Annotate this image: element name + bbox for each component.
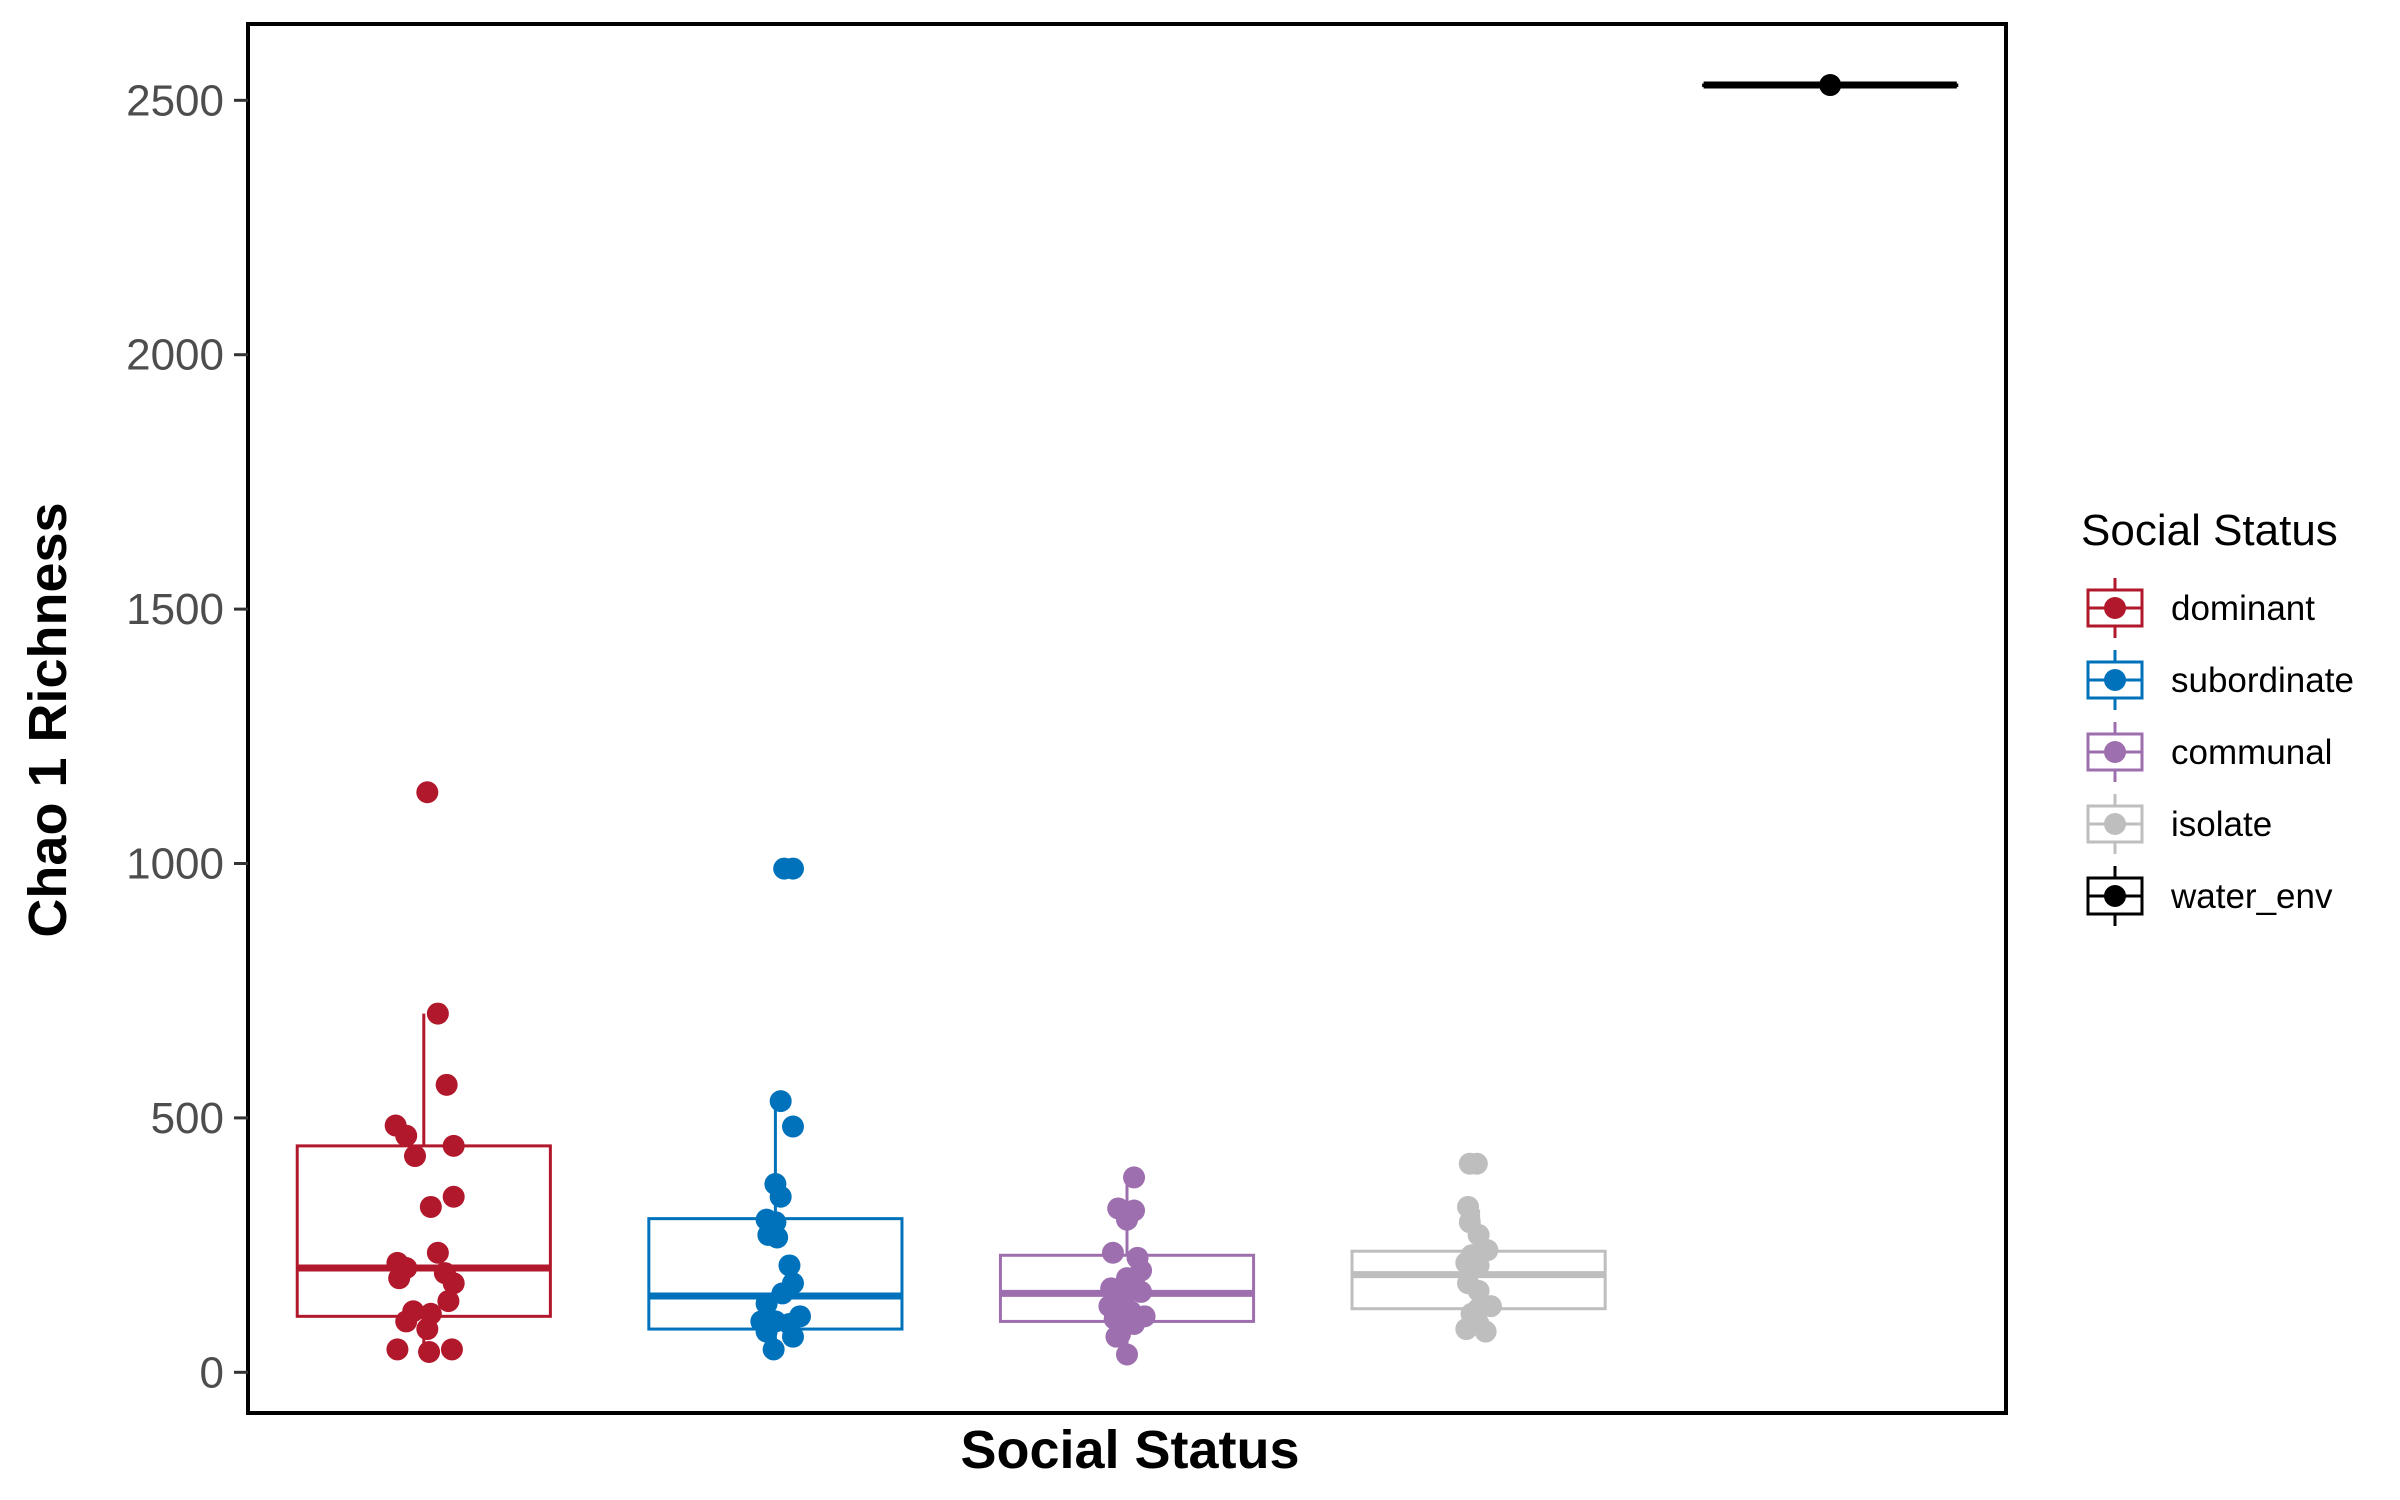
legend-key-dominant <box>2086 578 2144 638</box>
legend-title: Social Status <box>2081 506 2338 555</box>
legend-key-isolate <box>2086 794 2144 854</box>
data-point <box>440 1338 463 1361</box>
data-point <box>1455 1318 1478 1341</box>
legend-point <box>2104 813 2126 835</box>
legend-label-subordinate: subordinate <box>2171 661 2354 700</box>
points-subordinate <box>750 857 812 1361</box>
data-point <box>762 1338 785 1361</box>
y-tick-label: 1000 <box>126 840 224 889</box>
points-dominant <box>384 781 465 1363</box>
data-point <box>778 1254 801 1277</box>
legend-label-water_env: water_env <box>2170 877 2333 916</box>
data-point <box>1819 74 1842 97</box>
legend-key-communal <box>2086 722 2144 782</box>
data-point <box>781 1115 804 1138</box>
y-axis-title: Chao 1 Richness <box>18 502 78 937</box>
data-point <box>437 1290 460 1313</box>
box-dominant <box>295 1013 552 1352</box>
data-point <box>416 781 439 804</box>
data-point <box>386 1338 409 1361</box>
legend-point <box>2104 669 2126 691</box>
legend-key-water_env <box>2086 866 2144 926</box>
data-point <box>426 1002 449 1025</box>
data-point <box>1101 1241 1124 1264</box>
y-tick-label: 0 <box>200 1348 224 1397</box>
data-point <box>1474 1320 1497 1343</box>
data-point <box>418 1340 441 1363</box>
legend-key-subordinate <box>2086 650 2144 710</box>
y-tick-label: 2500 <box>126 76 224 125</box>
y-tick-label: 2000 <box>126 331 224 380</box>
data-point <box>442 1272 465 1295</box>
points-communal <box>1098 1166 1156 1366</box>
data-point <box>395 1310 418 1333</box>
data-point <box>416 1318 439 1341</box>
data-point <box>442 1134 465 1157</box>
data-point <box>755 1320 778 1343</box>
legend-label-dominant: dominant <box>2171 589 2315 628</box>
data-point <box>771 1282 794 1305</box>
data-point <box>426 1241 449 1264</box>
data-point <box>1116 1343 1138 1366</box>
legend-label-communal: communal <box>2171 733 2332 772</box>
y-axis: 0 500 1000 1500 2000 2500 <box>126 76 248 1397</box>
data-point <box>1467 1254 1490 1277</box>
data-point <box>755 1292 778 1315</box>
legend: Social Status dominant subordinate communa… <box>2081 506 2354 926</box>
data-point <box>404 1145 427 1168</box>
data-point <box>1465 1152 1488 1175</box>
data-point <box>435 1073 458 1096</box>
data-point <box>395 1124 418 1147</box>
legend-point <box>2104 741 2126 763</box>
data-point <box>388 1267 411 1290</box>
data-point <box>419 1195 442 1218</box>
box-body <box>295 1144 552 1318</box>
points-water_env <box>1819 74 1842 97</box>
data-point <box>1105 1325 1128 1348</box>
points-isolate <box>1455 1152 1502 1343</box>
legend-point <box>2104 885 2126 907</box>
data-point <box>769 1090 792 1113</box>
y-tick-label: 1500 <box>126 585 224 634</box>
data-point <box>1116 1208 1138 1231</box>
legend-label-isolate: isolate <box>2171 805 2272 844</box>
data-point <box>1467 1279 1490 1302</box>
data-point <box>781 1325 804 1348</box>
plot-area <box>246 22 2008 1415</box>
data-point <box>766 1226 789 1249</box>
data-point <box>1123 1166 1146 1189</box>
data-point <box>769 1185 792 1208</box>
data-point <box>1130 1280 1153 1303</box>
data-point <box>442 1185 465 1208</box>
legend-point <box>2104 597 2126 619</box>
y-tick-label: 500 <box>151 1094 224 1143</box>
x-axis-title: Social Status <box>960 1420 1299 1480</box>
data-point <box>781 857 804 880</box>
panel-border <box>246 22 2008 1415</box>
